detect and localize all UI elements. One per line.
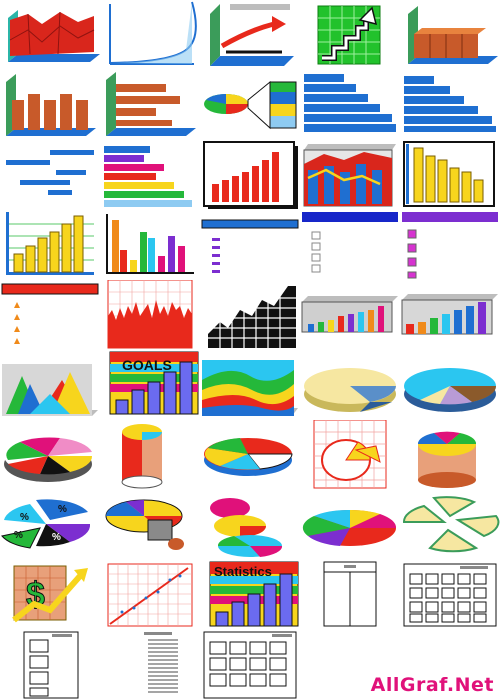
- exploded-cream-pie-chart: [400, 490, 500, 560]
- blue-template-list: [200, 210, 300, 280]
- yellow-3d-pie-chart: [300, 350, 400, 420]
- svg-text:%: %: [58, 504, 67, 515]
- svg-text:%: %: [14, 530, 23, 541]
- two-column-form-template: [300, 560, 400, 630]
- svg-text:%: %: [52, 532, 61, 543]
- 3d-peaks-chart: [0, 350, 100, 420]
- calendar-grid-template: [400, 560, 500, 630]
- black-grid-zigzag-chart: [200, 280, 300, 350]
- rainbow-flat-pie-chart: [300, 490, 400, 560]
- 3d-cylinder-bars-chart: [400, 280, 500, 350]
- multicolor-3d-pie-chart: [400, 350, 500, 420]
- statistics-label: Statistics: [214, 564, 272, 579]
- 3d-rainbow-bars-chart: [300, 280, 400, 350]
- lined-list-template: [100, 630, 200, 700]
- 3d-horizontal-bars-chart: [100, 70, 200, 140]
- red-area-noise-chart: [100, 280, 200, 350]
- stacked-pies-chart: [200, 490, 300, 560]
- blue-gantt-bars: [0, 140, 100, 210]
- yellow-ascending-bars-chart: [0, 210, 100, 280]
- percent-exploded-pie-chart: %% %%: [0, 490, 100, 560]
- multicolor-cylinder-bars-chart: [100, 210, 200, 280]
- stacked-cylinder-chart: [100, 420, 200, 490]
- red-3d-surface-chart: [0, 0, 100, 70]
- blue-step-bars-chart: [300, 70, 400, 140]
- green-stair-arrow-chart: [300, 0, 400, 70]
- 3d-bar-wall-chart: [400, 0, 500, 70]
- flat-3d-pie-chart: [200, 420, 300, 490]
- box-list-template: [0, 630, 100, 700]
- red-template-bullets: [0, 280, 100, 350]
- grid-pie-chart: [300, 420, 400, 490]
- blue-step-bars-chart-2: [400, 70, 500, 140]
- exponential-curve-chart: [100, 0, 200, 70]
- arrow-trend-chart: [200, 0, 300, 70]
- 3d-grouped-bars-chart: [0, 70, 100, 140]
- exploded-3d-pie-chart: [0, 420, 100, 490]
- pie-exploded-stack-chart: [200, 70, 300, 140]
- bars-with-line-overlay-chart: [300, 140, 400, 210]
- goals-label: GOALS: [122, 357, 172, 373]
- table-grid-template: [200, 630, 300, 700]
- pie-with-wedge-cylinder: [100, 490, 200, 560]
- dollar-growth-chart: $: [0, 560, 100, 630]
- purple-template-checklist: [400, 210, 500, 280]
- 3d-layered-area-chart: [200, 350, 300, 420]
- scatter-trend-chart: [100, 560, 200, 630]
- rainbow-cylinder-chart: [400, 420, 500, 490]
- colored-horizontal-bars: [100, 140, 200, 210]
- watermark-text: AllGraf.Net: [370, 674, 494, 696]
- statistics-bar-chart: Statistics: [200, 560, 300, 630]
- navy-template-checklist: [300, 210, 400, 280]
- framed-red-bar-chart: [200, 140, 300, 210]
- goals-bar-chart: GOALS: [100, 350, 200, 420]
- yellow-descending-bars-chart: [400, 140, 500, 210]
- svg-text:%: %: [20, 512, 29, 523]
